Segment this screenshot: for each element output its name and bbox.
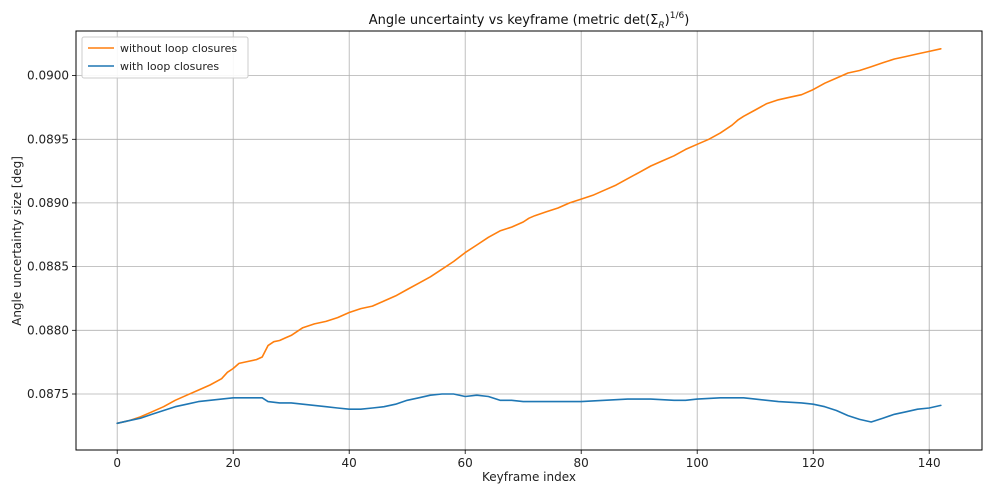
series-line-without-loop-closures (116, 47, 942, 425)
title-suffix: ) (684, 13, 689, 28)
legend-label-without-loop-closures: without loop closures (120, 42, 237, 55)
y-axis-label: Angle uncertainty size [deg] (10, 156, 24, 326)
x-axis-label: Keyframe index (482, 470, 576, 484)
y-tick-label: 0.0885 (27, 260, 69, 274)
legend-label-with-loop-closures: with loop closures (120, 60, 219, 73)
title-superscript: 1/6 (670, 11, 685, 21)
x-tick-label: 120 (802, 456, 825, 470)
y-tick-label: 0.0890 (27, 196, 69, 210)
chart-title: Angle uncertainty vs keyframe (metric de… (369, 11, 690, 31)
title-subscript: R (658, 21, 664, 31)
title-middle: ) (665, 13, 670, 28)
x-tick-label: 80 (574, 456, 589, 470)
legend-box (81, 36, 249, 79)
y-tick-label: 0.0875 (27, 387, 69, 401)
x-tick-label: 100 (686, 456, 709, 470)
legend: without loop closures with loop closures (81, 36, 249, 79)
y-tick-label: 0.0880 (27, 323, 69, 337)
x-tick-label: 0 (113, 456, 121, 470)
y-tick-label: 0.0895 (27, 132, 69, 146)
x-axis: 0 20 40 60 80 100 120 140 (113, 450, 941, 470)
series-lines (116, 47, 942, 425)
y-axis: 0.0875 0.0880 0.0885 0.0890 0.0895 0.0900 (27, 69, 76, 401)
x-tick-label: 20 (226, 456, 241, 470)
x-tick-label: 40 (342, 456, 357, 470)
y-tick-label: 0.0900 (27, 69, 69, 83)
plot-frame (75, 30, 983, 451)
grid-lines (76, 31, 982, 450)
series-line-with-loop-closures (116, 393, 942, 425)
x-tick-label: 60 (458, 456, 473, 470)
x-tick-label: 140 (918, 456, 941, 470)
